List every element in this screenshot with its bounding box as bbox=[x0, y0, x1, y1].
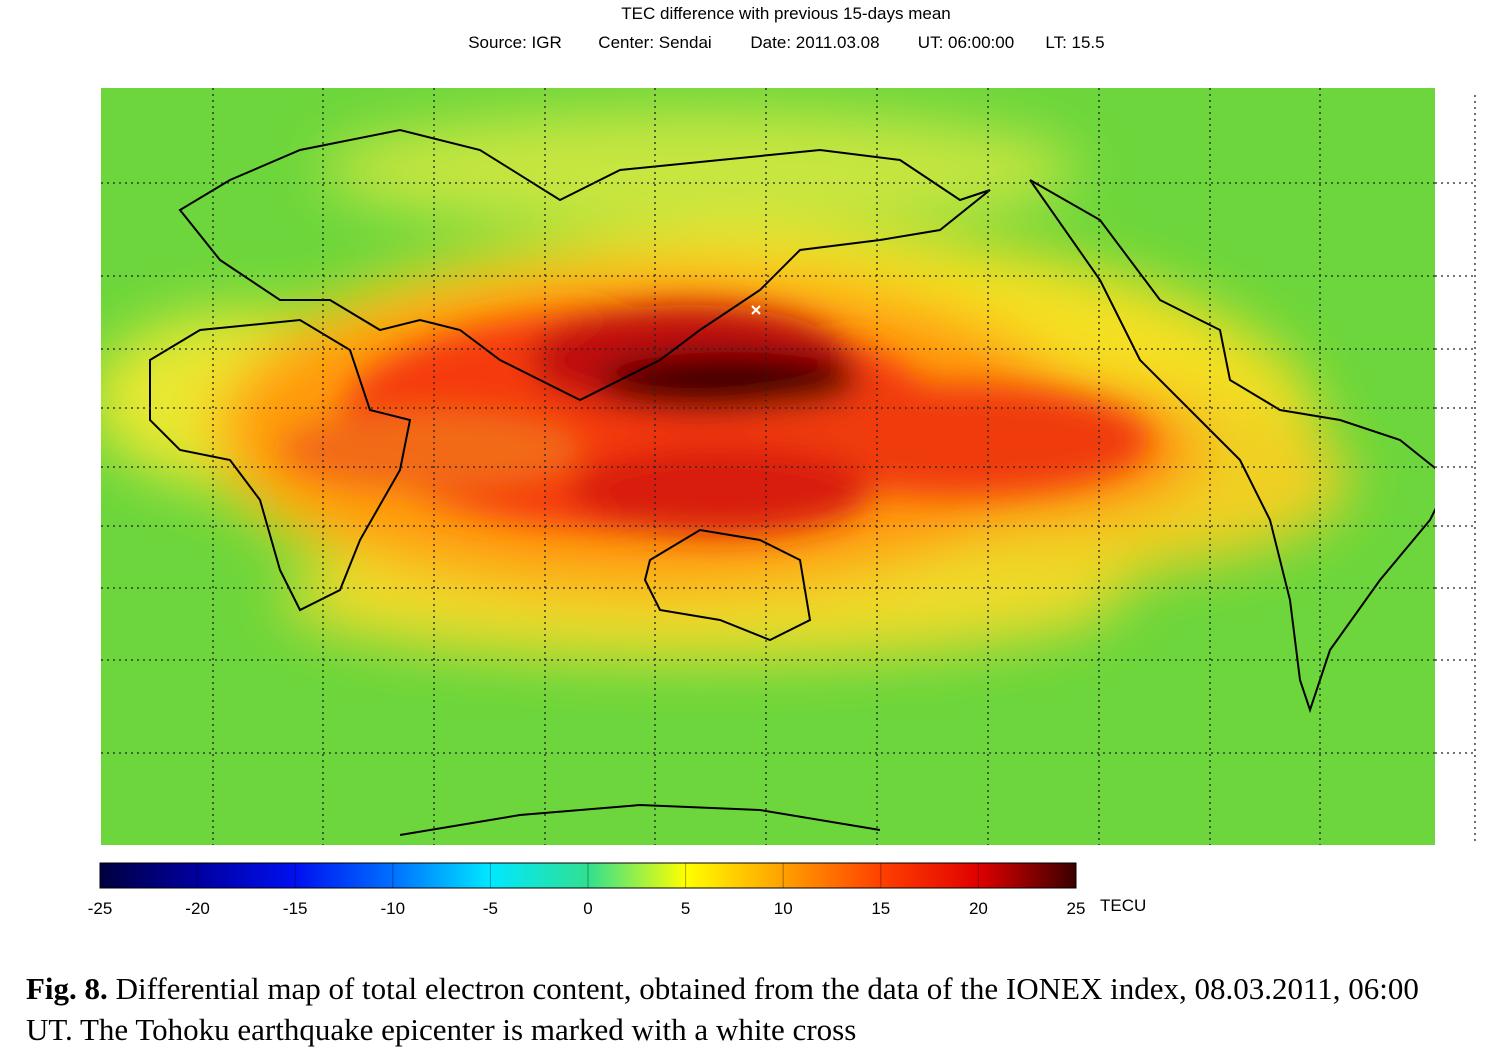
info-line: Source: IGR Center: Sendai Date: 2011.03.0… bbox=[468, 33, 1104, 52]
info-item: LT: 15.5 bbox=[1045, 33, 1104, 52]
coastlines bbox=[149, 128, 1435, 836]
colorbar-tick-label: 15 bbox=[871, 899, 890, 918]
colorbar-unit: TECU bbox=[1100, 896, 1146, 915]
caption-text: Differential map of total electron conte… bbox=[26, 971, 1419, 1047]
info-item: Center: Sendai bbox=[598, 33, 711, 52]
info-item: Date: 2011.03.08 bbox=[750, 33, 879, 52]
colorbar-tick-label: -10 bbox=[381, 899, 406, 918]
info-item: Source: IGR bbox=[468, 33, 562, 52]
caption: Fig. 8. Differential map of total electr… bbox=[26, 968, 1466, 1050]
tec-map bbox=[101, 88, 1435, 845]
figure: TEC difference with previous 15-days mea… bbox=[88, 4, 1476, 918]
info-item: UT: 06:00:00 bbox=[918, 33, 1014, 52]
colorbar-tick-label: 25 bbox=[1067, 899, 1086, 918]
colorbar-tick-label: -25 bbox=[88, 899, 113, 918]
colorbar-scale bbox=[99, 862, 1077, 889]
epicenter-cross bbox=[751, 305, 761, 315]
map-grid bbox=[101, 88, 1435, 845]
colorbar-tick-label: 20 bbox=[969, 899, 988, 918]
colorbar-tick-label: -5 bbox=[483, 899, 498, 918]
caption-label: Fig. 8. bbox=[26, 971, 108, 1006]
colorbar: -25 -20 -15 -10 -5 0 5 10 15 20 25 TECU bbox=[88, 862, 1146, 918]
colorbar-tick-label: 0 bbox=[583, 899, 592, 918]
colorbar-tick-label: -15 bbox=[283, 899, 308, 918]
map-grid-outer bbox=[1435, 95, 1476, 845]
title: TEC difference with previous 15-days mea… bbox=[621, 4, 950, 23]
colorbar-tick-label: 10 bbox=[774, 899, 793, 918]
colorbar-tick-label: -20 bbox=[185, 899, 210, 918]
colorbar-tick-label: 5 bbox=[681, 899, 690, 918]
